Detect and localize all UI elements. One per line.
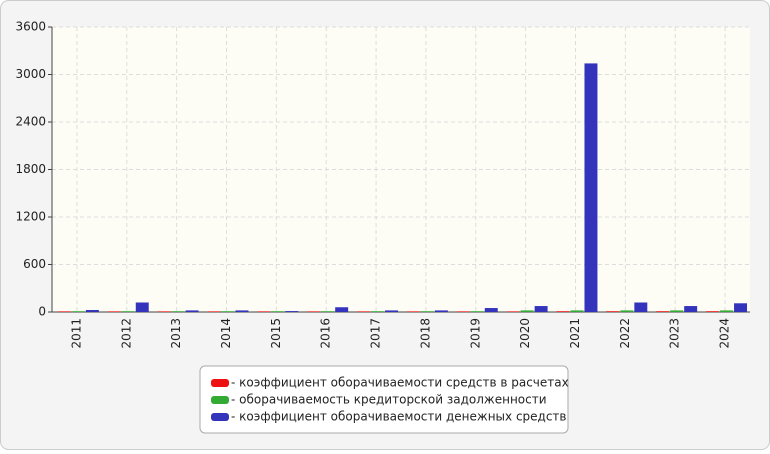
x-tick-label: 2020 [518, 318, 532, 349]
y-tick-label: 1800 [15, 162, 46, 176]
legend-swatch [211, 413, 229, 421]
bar [584, 63, 598, 312]
bar [456, 311, 470, 312]
bar [171, 311, 185, 312]
bar [257, 311, 271, 312]
bar [720, 310, 734, 312]
bar [221, 311, 235, 312]
y-tick-label: 1200 [15, 210, 46, 224]
bar [684, 306, 698, 312]
x-tick-label: 2013 [169, 318, 183, 349]
bar [71, 311, 85, 312]
plot-area [52, 27, 750, 312]
x-tick-label: 2024 [718, 318, 732, 349]
bar [135, 302, 149, 312]
bar [285, 311, 299, 312]
legend-label: - коэффициент оборачиваемости денежных с… [231, 410, 567, 424]
bar [734, 303, 748, 312]
x-tick-label: 2012 [119, 318, 133, 349]
bar [157, 311, 171, 312]
bar [656, 311, 670, 312]
legend-label: - коэффициент оборачиваемости средств в … [231, 376, 569, 390]
bar [371, 311, 385, 312]
x-tick-label: 2016 [319, 318, 333, 349]
x-tick-label: 2018 [418, 318, 432, 349]
y-tick-label: 600 [23, 257, 46, 271]
bar [670, 310, 684, 312]
bar [506, 311, 520, 312]
legend [199, 365, 569, 434]
bar [556, 311, 570, 312]
bar [207, 311, 221, 312]
bar [406, 311, 420, 312]
bar [634, 302, 648, 312]
bar [570, 310, 584, 312]
legend-swatch [211, 379, 229, 387]
bar [357, 311, 371, 312]
x-tick-label: 2022 [618, 318, 632, 349]
x-tick-label: 2023 [668, 318, 682, 349]
x-tick-label: 2015 [269, 318, 283, 349]
bar [307, 311, 321, 312]
y-tick-label: 0 [38, 305, 46, 319]
bar [107, 311, 121, 312]
x-tick-label: 2014 [219, 318, 233, 349]
bar [606, 311, 620, 312]
bar [57, 311, 71, 312]
bar [470, 311, 484, 312]
bar [434, 310, 448, 312]
bar [385, 310, 399, 312]
y-tick-label: 3000 [15, 67, 46, 81]
bar [484, 308, 498, 312]
bar [121, 311, 135, 312]
x-tick-label: 2019 [468, 318, 482, 349]
bar [520, 310, 534, 312]
x-tick-label: 2017 [369, 318, 383, 349]
x-tick-label: 2011 [69, 318, 83, 349]
legend-label: - оборачиваемость кредиторской задолженн… [231, 393, 547, 407]
y-tick-label: 2400 [15, 115, 46, 129]
bar [420, 311, 434, 312]
bar [185, 310, 199, 312]
bar [85, 310, 99, 312]
bar [321, 311, 335, 312]
bar [706, 311, 720, 312]
bar [271, 311, 285, 312]
bar [235, 310, 249, 312]
bar [534, 306, 548, 312]
bar [620, 310, 634, 312]
legend-swatch [211, 396, 229, 404]
y-tick-label: 3600 [15, 20, 46, 34]
x-tick-label: 2021 [568, 318, 582, 349]
bar [335, 307, 349, 312]
